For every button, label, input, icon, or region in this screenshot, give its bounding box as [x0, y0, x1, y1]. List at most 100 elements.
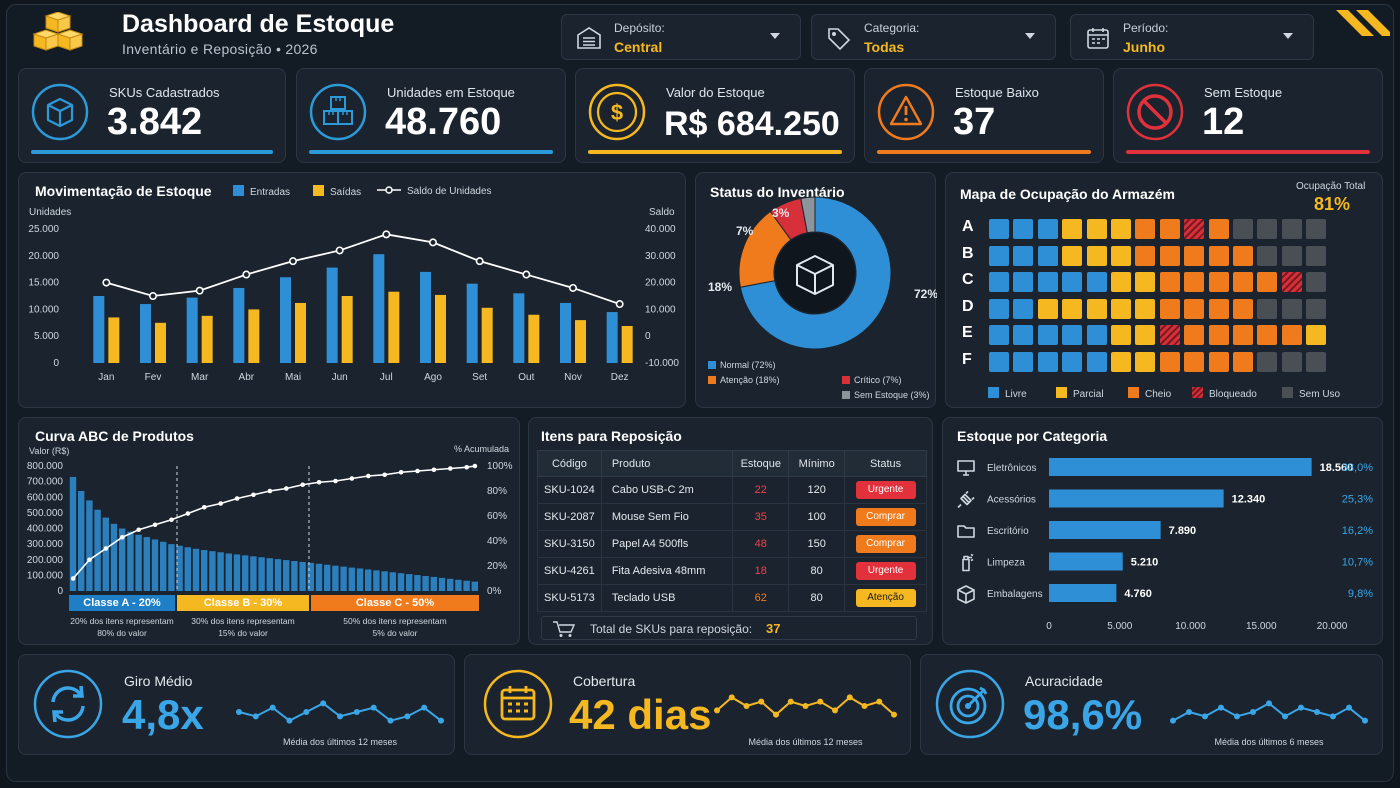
sparkline-point[interactable]: [353, 709, 360, 715]
warehouse-cell[interactable]: [1281, 245, 1302, 266]
sparkline-point[interactable]: [1282, 713, 1288, 720]
cumulative-point[interactable]: [87, 557, 92, 563]
warehouse-cell[interactable]: [1013, 351, 1034, 372]
abc-bar[interactable]: [299, 561, 306, 591]
abc-bar[interactable]: [250, 556, 257, 591]
sparkline-point[interactable]: [438, 717, 444, 724]
bar-saidas[interactable]: [341, 296, 353, 363]
table-row[interactable]: SKU-3150 Papel A4 500fls 48 150 Comprar: [537, 530, 927, 558]
sparkline-point[interactable]: [714, 707, 720, 714]
bar-saidas[interactable]: [621, 326, 633, 363]
sparkline-point[interactable]: [236, 709, 242, 715]
warehouse-cell[interactable]: [1306, 298, 1327, 319]
donut-slice-sem-estoque[interactable]: [800, 196, 816, 234]
category-bar[interactable]: [1049, 458, 1312, 476]
warehouse-cell[interactable]: [1135, 351, 1156, 372]
sparkline-point[interactable]: [303, 709, 310, 715]
donut-slice-normal[interactable]: [739, 196, 892, 350]
warehouse-cell[interactable]: [1281, 325, 1302, 345]
abc-bar[interactable]: [217, 552, 224, 591]
bar-entradas[interactable]: [606, 312, 618, 363]
abc-bar[interactable]: [274, 559, 282, 591]
saldo-point[interactable]: [382, 230, 391, 239]
warehouse-cell[interactable]: [1233, 245, 1253, 266]
cumulative-point[interactable]: [448, 466, 453, 471]
warehouse-cell[interactable]: [1013, 245, 1034, 266]
abc-bar[interactable]: [463, 580, 470, 591]
bar-saidas[interactable]: [388, 291, 400, 363]
warehouse-cell[interactable]: [1086, 325, 1107, 345]
sparkline-point[interactable]: [861, 703, 868, 709]
sparkline-point[interactable]: [876, 698, 883, 705]
warehouse-cell[interactable]: [1208, 325, 1229, 345]
category-bar[interactable]: [1049, 521, 1161, 539]
sparkline-point[interactable]: [1202, 713, 1208, 720]
status-badge[interactable]: Comprar: [855, 535, 916, 553]
warehouse-cell[interactable]: [989, 298, 1009, 319]
warehouse-cell[interactable]: [1233, 272, 1253, 292]
warehouse-cell[interactable]: [1086, 351, 1107, 372]
abc-bar[interactable]: [209, 551, 216, 591]
abc-bar[interactable]: [324, 564, 331, 591]
cumulative-point[interactable]: [333, 478, 338, 484]
category-bar[interactable]: [1049, 584, 1117, 602]
bar-entradas[interactable]: [560, 302, 571, 363]
abc-bar[interactable]: [307, 562, 314, 591]
warehouse-cell[interactable]: [1111, 245, 1131, 266]
abc-bar[interactable]: [160, 541, 167, 591]
warehouse-cell[interactable]: [1135, 298, 1156, 319]
bar-entradas[interactable]: [373, 254, 385, 363]
warehouse-cell[interactable]: [1037, 245, 1058, 266]
abc-bar[interactable]: [102, 517, 109, 591]
abc-bar[interactable]: [225, 553, 232, 592]
warehouse-cell[interactable]: [989, 325, 1009, 345]
bar-saidas[interactable]: [155, 322, 166, 363]
sparkline-point[interactable]: [787, 698, 794, 705]
cumulative-point[interactable]: [316, 479, 322, 485]
sparkline-point[interactable]: [370, 704, 377, 711]
bar-saidas[interactable]: [575, 320, 586, 363]
warehouse-cell[interactable]: [1281, 272, 1302, 292]
sparkline-point[interactable]: [891, 711, 897, 718]
warehouse-cell[interactable]: [1184, 245, 1205, 266]
bar-saidas[interactable]: [435, 294, 446, 363]
col-minimo[interactable]: Mínimo: [788, 450, 846, 477]
warehouse-cell[interactable]: [1086, 272, 1107, 292]
warehouse-cell[interactable]: [1184, 272, 1205, 292]
category-bar[interactable]: [1049, 489, 1224, 508]
sparkline-point[interactable]: [1170, 717, 1176, 724]
warehouse-cell[interactable]: [1111, 219, 1131, 239]
cumulative-point[interactable]: [284, 486, 289, 491]
cumulative-point[interactable]: [349, 476, 355, 481]
bar-entradas[interactable]: [513, 293, 525, 363]
abc-bar[interactable]: [348, 567, 355, 591]
saldo-point[interactable]: [149, 292, 158, 301]
cumulative-point[interactable]: [70, 576, 76, 581]
filter-deposito[interactable]: Depósito: Central: [561, 14, 801, 60]
kpi-skus[interactable]: SKUs Cadastrados 3.842: [18, 68, 286, 163]
warehouse-cell[interactable]: [1159, 298, 1180, 319]
cumulative-point[interactable]: [366, 473, 371, 479]
bar-entradas[interactable]: [140, 304, 151, 363]
abc-bar[interactable]: [389, 572, 396, 591]
cumulative-point[interactable]: [431, 467, 437, 473]
warehouse-cell[interactable]: [1159, 325, 1180, 345]
abc-bar[interactable]: [184, 547, 191, 591]
warehouse-cell[interactable]: [1257, 325, 1278, 345]
warehouse-cell[interactable]: [1111, 272, 1131, 292]
abc-bar[interactable]: [86, 500, 93, 591]
warehouse-cell[interactable]: [1257, 272, 1278, 292]
warehouse-cell[interactable]: [1135, 219, 1156, 239]
warehouse-cell[interactable]: [1306, 351, 1327, 372]
abc-bar[interactable]: [356, 568, 364, 592]
status-badge[interactable]: Comprar: [855, 508, 916, 526]
cumulative-point[interactable]: [234, 496, 240, 501]
bar-saidas[interactable]: [481, 307, 493, 363]
warehouse-cell[interactable]: [1184, 351, 1205, 372]
warehouse-cell[interactable]: [1086, 219, 1107, 239]
bar-saidas[interactable]: [295, 302, 306, 363]
bar-saidas[interactable]: [528, 314, 540, 363]
bar-entradas[interactable]: [233, 287, 245, 363]
warehouse-cell[interactable]: [1208, 351, 1229, 372]
sparkline-point[interactable]: [728, 694, 735, 701]
